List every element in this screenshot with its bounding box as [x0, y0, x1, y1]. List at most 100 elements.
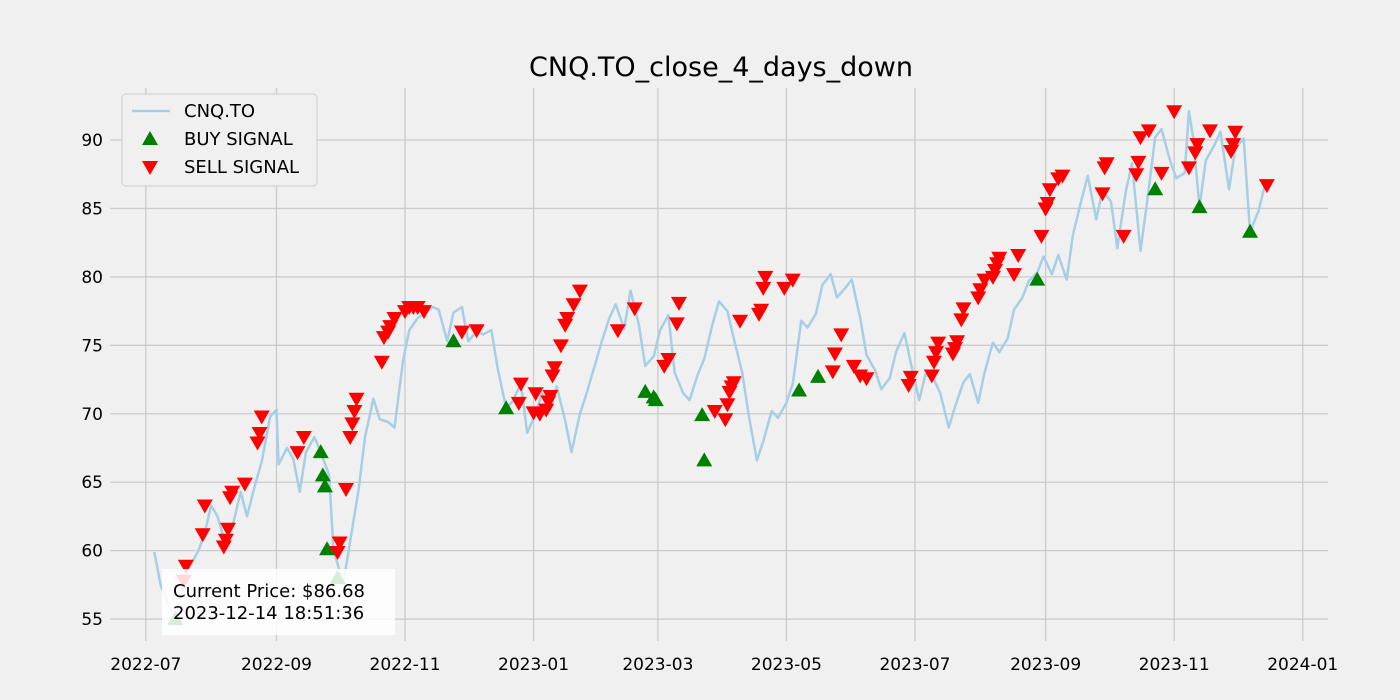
- sell-signal-marker: [194, 528, 211, 543]
- sell-signal-marker: [609, 324, 626, 339]
- annotation-box: [162, 569, 395, 635]
- x-tick-label: 2023-01: [498, 655, 569, 675]
- price-line: [153, 110, 1267, 621]
- sell-signal-marker: [757, 270, 774, 285]
- sell-signal-marker: [236, 477, 253, 492]
- sell-signal-marker: [1166, 105, 1183, 120]
- sell-signal-marker: [1189, 138, 1206, 153]
- sell-signal-marker: [753, 303, 770, 318]
- sell-signal-marker: [1041, 183, 1058, 198]
- y-tick-label: 55: [81, 610, 103, 630]
- sell-signal-marker: [249, 436, 266, 451]
- x-tick-label: 2023-09: [1010, 655, 1081, 675]
- sell-signal-marker: [295, 431, 312, 446]
- sell-signal-marker: [348, 392, 365, 407]
- buy-signal-markers: [167, 181, 1259, 626]
- sell-signal-marker: [1094, 187, 1111, 202]
- sell-signal-marker: [565, 298, 582, 313]
- sell-signal-marker: [1225, 138, 1242, 153]
- sell-signal-marker: [1039, 196, 1056, 211]
- sell-signal-marker: [826, 347, 843, 362]
- sell-signal-marker: [784, 273, 801, 288]
- sell-signal-marker: [923, 369, 940, 384]
- current-price-annotation: Current Price: $86.68 2023-12-14 18:51:3…: [162, 569, 395, 635]
- x-axis-ticks: 2022-07 2022-09 2022-11 2023-01 2023-03 2023-…: [110, 655, 1338, 675]
- buy-signal-marker: [810, 368, 827, 383]
- sell-signal-marker: [571, 284, 588, 299]
- sell-signal-marker: [1054, 169, 1071, 184]
- sell-signal-marker: [824, 365, 841, 380]
- sell-signal-marker: [930, 336, 947, 351]
- sell-signal-marker: [706, 405, 723, 420]
- y-tick-label: 60: [81, 542, 103, 562]
- sell-signal-marker: [289, 446, 306, 461]
- legend-sell-swatch: [142, 161, 158, 175]
- sell-signal-marker: [544, 369, 561, 384]
- sell-signal-markers: [175, 105, 1275, 589]
- sell-signal-marker: [949, 335, 966, 350]
- x-tick-label: 2022-09: [241, 655, 312, 675]
- y-tick-label: 70: [81, 405, 103, 425]
- sell-signal-marker: [833, 328, 850, 343]
- x-tick-label: 2023-11: [1139, 655, 1210, 675]
- sell-signal-marker: [1115, 229, 1132, 244]
- sell-signal-marker: [1130, 155, 1147, 170]
- y-axis-ticks: 55 60 65 70 75 80 85 90: [81, 131, 103, 630]
- sell-signal-marker: [453, 325, 470, 340]
- sell-signal-marker: [902, 370, 919, 385]
- x-tick-label: 2023-03: [622, 655, 693, 675]
- sell-signal-marker: [1180, 161, 1197, 176]
- sell-signal-marker: [510, 396, 527, 411]
- sell-signal-marker: [1227, 125, 1244, 140]
- buy-signal-marker: [637, 383, 654, 398]
- sell-signal-marker: [858, 372, 875, 387]
- buy-signal-marker: [696, 452, 713, 467]
- x-tick-label: 2023-05: [751, 655, 822, 675]
- sell-signal-marker: [953, 313, 970, 328]
- sell-signal-marker: [346, 405, 363, 420]
- sell-signal-marker: [660, 353, 677, 368]
- sell-signal-marker: [845, 359, 862, 374]
- sell-signal-marker: [732, 314, 749, 329]
- sell-signal-marker: [559, 311, 576, 326]
- sell-signal-marker: [542, 389, 559, 404]
- sell-signal-marker: [1006, 268, 1023, 283]
- sell-signal-marker: [925, 355, 942, 370]
- sell-signal-marker: [217, 533, 234, 548]
- buy-signal-marker: [1029, 271, 1046, 286]
- buy-signal-marker: [647, 392, 664, 407]
- buy-signal-marker: [312, 444, 329, 459]
- sell-signal-marker: [1153, 166, 1170, 181]
- sell-signal-marker: [626, 302, 643, 317]
- sell-signal-marker: [338, 483, 355, 498]
- sell-signal-marker: [1098, 157, 1115, 172]
- legend-label-sell: SELL SIGNAL: [184, 157, 299, 178]
- current-price-text: Current Price: $86.68: [173, 581, 365, 602]
- buy-signal-marker: [498, 400, 515, 415]
- legend-box: [121, 93, 318, 187]
- timestamp-text: 2023-12-14 18:51:36: [173, 603, 364, 624]
- sell-signal-marker: [670, 296, 687, 311]
- sell-signal-marker: [415, 305, 432, 320]
- legend-buy-swatch: [142, 131, 158, 145]
- sell-signal-marker: [928, 346, 945, 361]
- sell-signal-marker: [342, 431, 359, 446]
- x-tick-label: 2023-07: [879, 655, 950, 675]
- legend-label-price: CNQ.TO: [184, 101, 255, 122]
- sell-signal-marker: [776, 281, 793, 296]
- y-tick-label: 75: [81, 336, 103, 356]
- sell-signal-marker: [527, 387, 544, 402]
- sell-signal-marker: [220, 522, 237, 537]
- sell-signal-marker: [725, 376, 742, 391]
- y-tick-label: 90: [81, 131, 103, 151]
- sell-signal-marker: [1140, 124, 1157, 139]
- sell-signal-marker: [468, 324, 485, 339]
- y-tick-label: 85: [81, 199, 103, 219]
- sell-signal-marker: [552, 339, 569, 354]
- sell-signal-marker: [386, 311, 403, 326]
- sell-signal-marker: [373, 355, 390, 370]
- sell-signal-marker: [546, 361, 563, 376]
- sell-signal-marker: [991, 251, 1008, 266]
- sell-signal-marker: [224, 485, 241, 500]
